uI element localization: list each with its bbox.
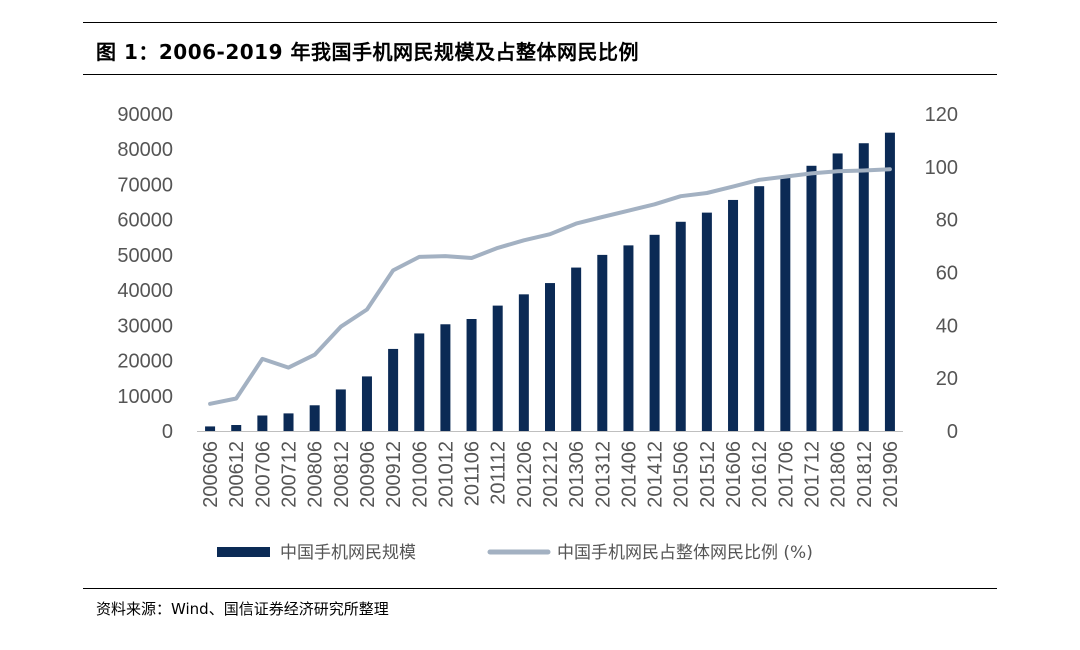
x-tick-label: 201806 xyxy=(828,441,850,508)
y-left-tick-label: 50000 xyxy=(117,245,173,267)
y-left-tick-label: 10000 xyxy=(117,386,173,408)
bar xyxy=(780,175,791,431)
bar xyxy=(414,333,425,431)
x-tick-label: 201412 xyxy=(645,441,667,508)
bar xyxy=(440,324,451,431)
y-left-tick-label: 80000 xyxy=(117,139,173,161)
y-right-tick-label: 80 xyxy=(936,210,958,232)
y-left-tick-label: 40000 xyxy=(117,280,173,302)
bar xyxy=(701,212,712,431)
source-note: 资料来源：Wind、国信证券经济研究所整理 xyxy=(96,600,389,618)
top-rule xyxy=(83,22,997,23)
y-left-tick-label: 60000 xyxy=(117,210,173,232)
x-tick-label: 200712 xyxy=(279,441,301,508)
bar xyxy=(571,267,582,431)
x-tick-label: 201512 xyxy=(697,441,719,508)
x-tick-label: 200812 xyxy=(331,441,353,508)
bar xyxy=(623,245,634,431)
bar xyxy=(884,132,895,431)
bar xyxy=(361,376,372,431)
x-tick-label: 201106 xyxy=(462,441,484,506)
bar xyxy=(806,165,817,431)
y-left-tick-label: 30000 xyxy=(117,315,173,337)
x-tick-label: 201612 xyxy=(749,441,771,508)
bar xyxy=(283,413,294,431)
x-tick-label: 201012 xyxy=(435,441,457,508)
bar xyxy=(257,415,268,431)
x-tick-label: 200912 xyxy=(383,441,405,508)
x-tick-label: 201312 xyxy=(592,441,614,508)
bar xyxy=(754,186,765,431)
bar xyxy=(675,221,686,431)
x-tick-label: 201112 xyxy=(488,441,510,505)
bar xyxy=(728,199,739,431)
y-right-tick-label: 100 xyxy=(925,157,958,179)
y-left-tick-label: 90000 xyxy=(117,104,173,126)
y-left-tick-label: 70000 xyxy=(117,174,173,196)
legend-swatch-bars xyxy=(217,547,270,557)
y-right-tick-label: 120 xyxy=(925,104,958,126)
bar xyxy=(858,143,869,431)
y-right-tick-label: 20 xyxy=(936,368,958,390)
x-tick-label: 201406 xyxy=(618,441,640,508)
x-tick-label: 200806 xyxy=(305,441,327,508)
legend-label-bars: 中国手机网民规模 xyxy=(280,543,416,563)
x-tick-label: 201212 xyxy=(540,441,562,508)
x-tick-label: 201906 xyxy=(880,441,902,508)
bar xyxy=(466,318,477,431)
x-tick-label: 201306 xyxy=(566,441,588,508)
bar xyxy=(388,348,399,431)
y-right-tick-label: 60 xyxy=(936,263,958,285)
bar xyxy=(309,405,320,431)
x-tick-label: 201812 xyxy=(854,441,876,508)
y-left-tick-label: 20000 xyxy=(117,351,173,373)
title-underline xyxy=(83,74,997,75)
bar xyxy=(205,426,216,431)
bar xyxy=(545,283,555,431)
bar xyxy=(518,294,529,431)
y-left-tick-label: 0 xyxy=(162,421,173,443)
bar xyxy=(832,153,843,431)
bar xyxy=(335,389,346,431)
bottom-rule xyxy=(83,588,997,589)
x-tick-label: 201206 xyxy=(514,441,536,508)
chart-svg: 0 10000 20000 30000 40000 50000 60000 70000 8000… xyxy=(117,104,958,563)
x-tick-label: 201706 xyxy=(775,441,797,508)
bar xyxy=(597,254,608,431)
bar xyxy=(492,305,503,431)
y-right-tick-label: 40 xyxy=(936,315,958,337)
figure-title: 图 1：2006-2019 年我国手机网民规模及占整体网民比例 xyxy=(96,40,639,64)
x-tick-label: 200612 xyxy=(226,441,248,508)
x-tick-label: 201606 xyxy=(723,441,745,508)
y-right-tick-label: 0 xyxy=(947,421,958,443)
x-tick-label: 201506 xyxy=(671,441,693,508)
x-tick-label: 200606 xyxy=(200,441,222,508)
x-tick-label: 200906 xyxy=(357,441,379,508)
x-tick-label: 201712 xyxy=(801,441,823,508)
x-tick-label: 200706 xyxy=(252,441,274,508)
bar xyxy=(649,234,660,431)
bar xyxy=(231,425,242,431)
legend-label-line: 中国手机网民占整体网民比例 (%) xyxy=(557,543,813,563)
x-tick-label: 201006 xyxy=(409,441,431,508)
